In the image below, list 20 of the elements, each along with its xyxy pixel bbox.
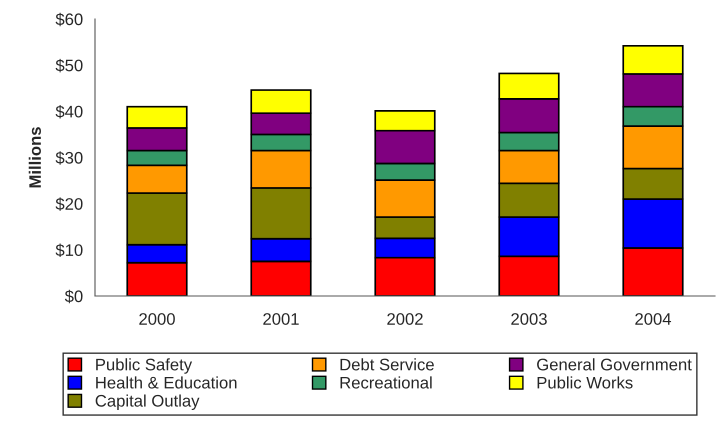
x-tick-label: 2000 xyxy=(139,313,175,325)
y-tick-label: $60 xyxy=(56,12,83,26)
x-tick-label: 2001 xyxy=(263,313,299,325)
legend-label: Debt Service xyxy=(340,358,434,370)
y-tick-label: $50 xyxy=(56,58,83,72)
y-tick-label: $0 xyxy=(64,290,83,304)
legend-label: Public Safety xyxy=(96,358,192,374)
y-tick-label: $10 xyxy=(56,244,83,258)
legend-label: Recreational xyxy=(340,376,432,389)
x-tick-label: 2002 xyxy=(387,313,423,325)
y-tick-label: $40 xyxy=(56,105,83,119)
legend-label: Health & Education xyxy=(96,376,236,389)
y-tick-label: $20 xyxy=(56,197,83,211)
y-axis-title: Millions xyxy=(28,127,41,188)
legend-label: Public Works xyxy=(538,376,633,389)
x-tick-label: 2004 xyxy=(635,313,672,325)
y-tick-label: $30 xyxy=(56,151,83,165)
x-tick-label: 2003 xyxy=(511,313,547,325)
legend-label: General Government xyxy=(537,358,692,370)
legend-label: Capital Outlay xyxy=(96,394,200,410)
